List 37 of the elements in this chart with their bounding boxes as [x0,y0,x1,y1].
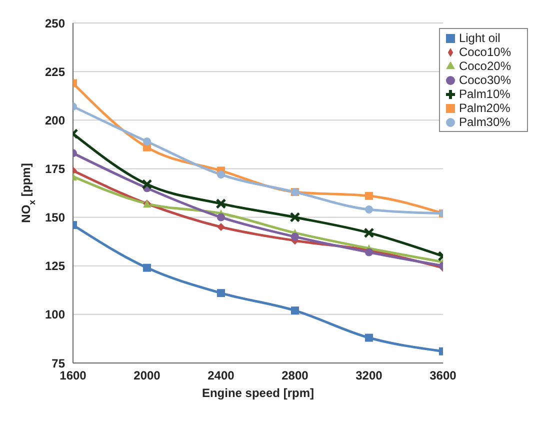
x-tick-label: 3200 [356,368,383,383]
legend-label: Coco10% [458,45,511,59]
point [216,198,226,209]
point [364,228,374,238]
point [216,223,225,231]
y-tick-label: 225 [44,64,66,79]
legend-label: Coco20% [458,59,511,73]
y-tick-label: 200 [44,113,66,128]
y-tick-label: 250 [44,16,66,30]
legend-label: Coco30% [458,73,511,87]
y-tick-label: 125 [44,259,66,274]
point [290,306,299,315]
x-tick-label: 2400 [208,368,235,383]
legend-label: Light oil [458,31,500,45]
point [142,138,151,146]
x-tick-label: 2000 [134,368,161,383]
y-tick-label: 100 [44,308,66,322]
point [364,206,373,214]
point [142,264,151,272]
legend-label: Palm30% [458,115,510,129]
x-tick-label: 2800 [282,368,309,383]
y-tick-label: 150 [44,210,66,225]
point [364,192,373,200]
point [364,334,373,342]
point [216,289,225,298]
point [216,213,225,222]
x-tick-label: 3600 [430,368,457,383]
point [142,179,152,190]
legend-label: Palm10% [458,87,510,101]
point [216,170,225,179]
x-axis-title: Engine speed [rpm] [202,386,314,400]
point [290,212,300,223]
y-tick-label: 175 [44,162,66,176]
legend-label: Palm20% [458,101,510,115]
point [290,232,299,241]
y-tick-label: 75 [52,356,66,370]
x-tick-label: 1600 [60,368,87,383]
